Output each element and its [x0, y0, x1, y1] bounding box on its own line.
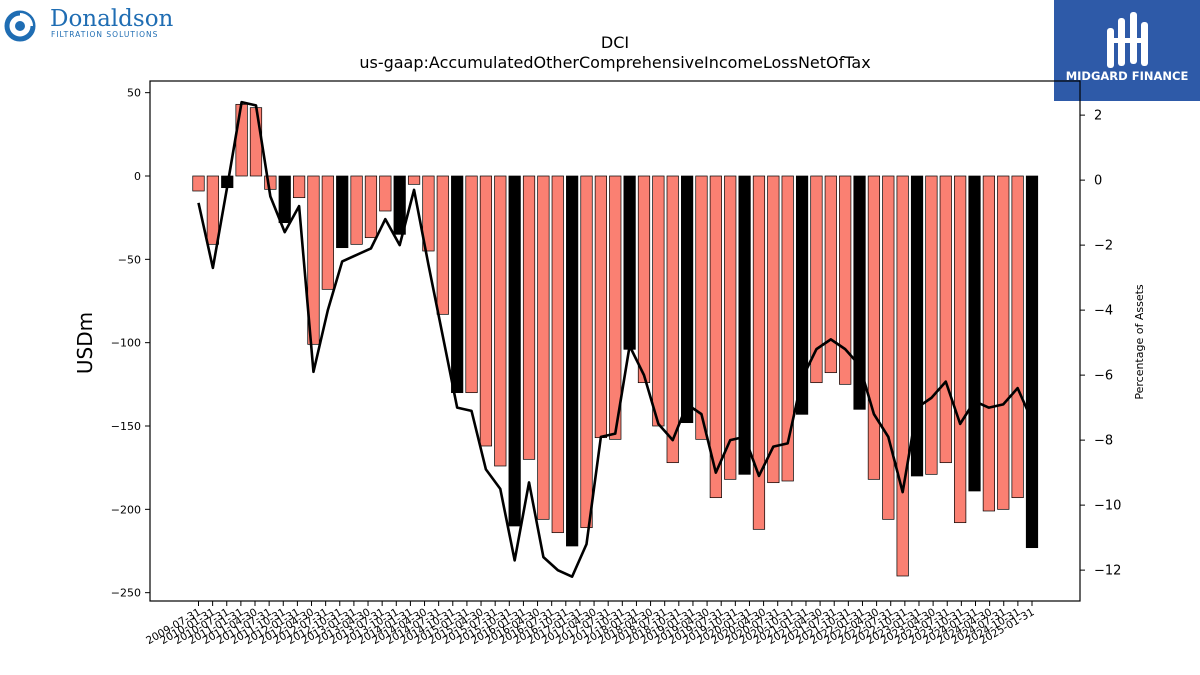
- bar: [436, 175, 449, 315]
- bar: [824, 175, 837, 374]
- bar: [637, 175, 651, 384]
- donaldson-wordmark: Donaldson: [50, 6, 174, 32]
- y2-tick-label: −2: [1094, 239, 1113, 254]
- bar: [393, 175, 406, 235]
- bar: [896, 175, 909, 577]
- bar: [982, 175, 995, 512]
- y-tick-label: −100: [111, 337, 141, 350]
- bar: [954, 175, 967, 524]
- chart-title: DCI: [601, 33, 629, 52]
- bar: [508, 175, 521, 527]
- bar: [867, 175, 881, 480]
- midgard-wordmark: MIDGARD FINANCE: [1066, 69, 1189, 83]
- bar: [594, 175, 607, 439]
- right-y-axis: 2 0 −2 −4 −6 −8 −10 −12: [1080, 109, 1121, 579]
- left-y-axis: 50 0 −50 −100 −150 −200 −250: [111, 87, 150, 600]
- bar: [321, 175, 334, 290]
- bar: [939, 175, 952, 464]
- plot-frame: [149, 80, 1081, 602]
- bar: [422, 175, 435, 252]
- bar: [968, 175, 981, 492]
- bar: [192, 175, 205, 192]
- y-axis-label: USDm: [73, 312, 97, 374]
- midgard-logo-mark: MIDGARD FINANCE: [1054, 0, 1200, 101]
- y-tick-label: 0: [134, 170, 141, 183]
- donaldson-logo-mark: Donaldson FILTRATION SOLUTIONS: [4, 6, 174, 42]
- bar: [997, 175, 1010, 510]
- bar: [350, 175, 363, 245]
- bar: [235, 103, 248, 177]
- bar: [609, 175, 622, 440]
- pct-line: [197, 100, 1034, 578]
- pct-line-series: [197, 100, 1034, 578]
- bar: [551, 175, 564, 534]
- bar: [537, 175, 550, 520]
- bar: [795, 175, 809, 415]
- bar: [278, 175, 291, 224]
- bar: [752, 175, 766, 530]
- bar: [407, 175, 421, 185]
- bar: [910, 175, 924, 477]
- bar: [839, 175, 852, 385]
- bar: [580, 175, 593, 529]
- bar: [566, 175, 579, 547]
- bar: [364, 175, 378, 239]
- y-tick-label: 50: [127, 87, 141, 100]
- y2-tick-label: 2: [1094, 109, 1102, 124]
- bar: [810, 175, 823, 384]
- bar: [652, 175, 665, 427]
- y2-tick-label: −10: [1094, 499, 1121, 514]
- donaldson-tagline: FILTRATION SOLUTIONS: [51, 30, 158, 39]
- chart-subtitle: us-gaap:AccumulatedOtherComprehensiveInc…: [359, 53, 870, 72]
- bar: [781, 175, 794, 482]
- bar: [336, 175, 349, 249]
- bar: [494, 175, 507, 467]
- bar: [681, 175, 694, 424]
- bar: [623, 175, 636, 350]
- donaldson-logo: Donaldson FILTRATION SOLUTIONS: [4, 4, 184, 44]
- midgard-monogram-icon: [1107, 12, 1148, 68]
- bar: [695, 175, 708, 440]
- y2-tick-label: −12: [1094, 564, 1121, 579]
- bar: [666, 175, 679, 464]
- bar: [1025, 175, 1039, 549]
- bar: [709, 175, 722, 499]
- bar: [882, 175, 895, 520]
- bar: [307, 175, 320, 345]
- bar: [724, 175, 737, 480]
- x-axis: 2009-07-312010-01-312010-07-312011-01-31…: [144, 601, 1037, 647]
- y2-tick-label: −4: [1094, 304, 1113, 319]
- bar: [465, 175, 478, 394]
- bar: [522, 175, 536, 460]
- y2-tick-label: −8: [1094, 434, 1113, 449]
- bar: [379, 175, 392, 212]
- y2-tick-label: −6: [1094, 369, 1113, 384]
- y-tick-label: −50: [118, 253, 141, 266]
- bar: [767, 175, 780, 484]
- bar: [925, 175, 938, 475]
- bar: [206, 175, 219, 245]
- bar: [451, 175, 464, 394]
- bar: [853, 175, 866, 410]
- donaldson-dot-icon: [15, 21, 25, 31]
- midgard-finance-logo: MIDGARD FINANCE: [1054, 0, 1200, 101]
- bar: [249, 107, 263, 177]
- y-tick-label: −250: [111, 587, 141, 600]
- bar: [479, 175, 493, 447]
- y2-axis-label: Percentage of Assets: [1133, 284, 1146, 400]
- bar: [293, 175, 306, 199]
- y-tick-label: −200: [111, 503, 141, 516]
- bar: [738, 175, 751, 475]
- y-tick-label: −150: [111, 420, 141, 433]
- bar: [1011, 175, 1024, 499]
- y2-tick-label: 0: [1094, 174, 1102, 189]
- bar-series: [192, 103, 1039, 577]
